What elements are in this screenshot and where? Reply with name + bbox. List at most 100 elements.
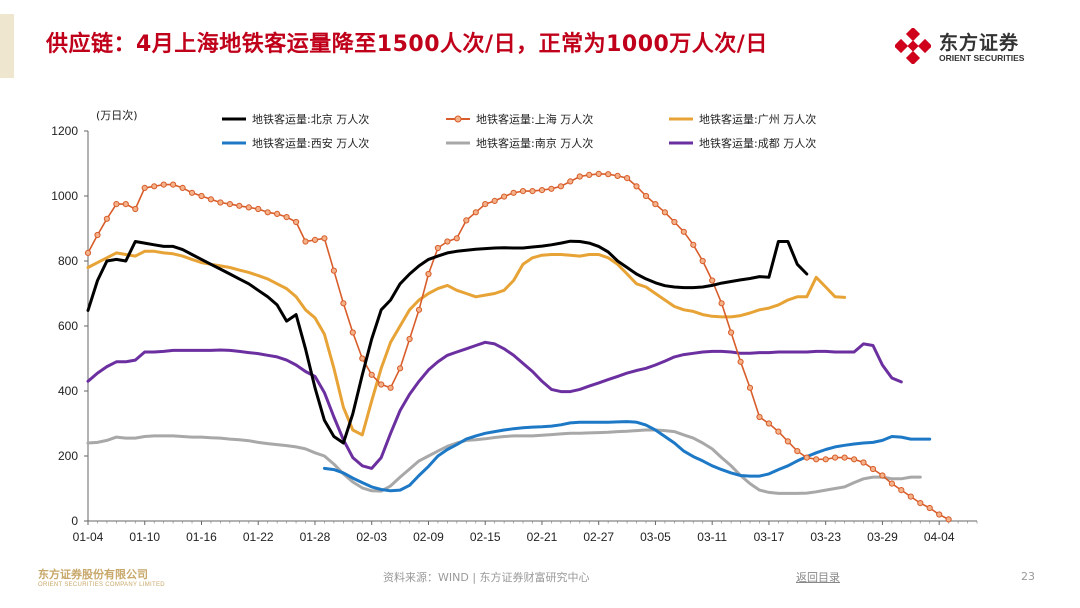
- series-point: [387, 384, 394, 391]
- series-point: [548, 185, 555, 192]
- series-point: [311, 236, 319, 243]
- series-point: [860, 459, 867, 466]
- back-to-contents-link[interactable]: 返回目录: [796, 571, 840, 584]
- series-point: [132, 205, 139, 213]
- legend-label: 地铁客运量:上海 万人次: [476, 112, 593, 126]
- series-point: [576, 173, 583, 180]
- y-tick-label: 400: [58, 384, 78, 398]
- series-point: [652, 201, 659, 208]
- x-tick-label: 02-21: [527, 530, 558, 544]
- series-point: [567, 178, 574, 185]
- series-point: [406, 335, 413, 343]
- series-point: [510, 189, 517, 196]
- chart-axes: 0 200 400 600 800 1000 1200 (万日次) 01-04 01-10 01-1…: [51, 108, 978, 544]
- x-tick-label: 02-09: [413, 530, 444, 544]
- series-point: [415, 306, 423, 313]
- x-tick-label: 02-03: [356, 530, 387, 544]
- x-tick-label: 03-05: [640, 530, 671, 544]
- series-point: [595, 170, 602, 178]
- series-point: [264, 209, 271, 216]
- series-point: [340, 300, 347, 307]
- series-line-2: [86, 249, 847, 437]
- series-point: [397, 365, 404, 372]
- series-point: [709, 277, 716, 284]
- series-point: [188, 189, 196, 196]
- chart-legend: 地铁客运量:北京 万人次 地铁客运量:上海 万人次 地铁客运量:广州 万人次地铁客运…: [222, 112, 816, 150]
- series-point: [472, 209, 479, 216]
- series-point: [936, 511, 943, 518]
- series-point: [756, 413, 763, 421]
- series-point: [642, 192, 650, 200]
- series-point: [832, 454, 839, 461]
- series-point: [538, 187, 546, 194]
- series-point: [103, 215, 111, 222]
- series-point: [888, 480, 896, 487]
- page-title: 供应链：4月上海地铁客运量降至1500人次/日，正常为1000万人次/日: [46, 32, 768, 57]
- x-tick-label: 02-27: [583, 530, 614, 544]
- series-point: [519, 188, 527, 195]
- series-point: [359, 355, 366, 362]
- series-point: [491, 197, 498, 205]
- series-point: [690, 241, 697, 248]
- series-point: [274, 210, 281, 218]
- series-point: [851, 456, 858, 463]
- company-logo: 东方证券 ORIENT SECURITIES: [895, 26, 1055, 66]
- legend-label: 地铁客运量:北京 万人次: [252, 112, 369, 126]
- series-point: [746, 384, 754, 391]
- footer-company-english: ORIENT SECURITIES COMPANY LIMITED: [38, 582, 165, 588]
- x-tick-label: 01-04: [73, 530, 104, 544]
- x-tick-label: 02-15: [470, 530, 501, 544]
- series-point: [349, 329, 356, 336]
- series-point: [321, 235, 328, 242]
- series-point: [245, 204, 252, 211]
- series-point: [803, 454, 810, 461]
- series-point: [141, 184, 148, 192]
- y-tick-label: 600: [58, 319, 78, 333]
- series-point: [434, 244, 441, 252]
- logo-english-name: ORIENT SECURITIES: [939, 53, 1025, 63]
- x-tick-label: 01-28: [300, 530, 331, 544]
- series-point: [84, 249, 92, 256]
- series-point: [179, 184, 186, 192]
- y-tick-label: 1200: [51, 124, 78, 138]
- x-tick-label: 01-16: [186, 530, 217, 544]
- series-point: [113, 201, 120, 208]
- series-point: [293, 218, 300, 226]
- series-point: [330, 267, 337, 274]
- x-tick-label: 03-23: [810, 530, 841, 544]
- series-point: [302, 238, 309, 245]
- series-point: [680, 228, 687, 235]
- series-point: [283, 214, 290, 221]
- series-point: [624, 175, 631, 182]
- y-tick-label: 800: [58, 254, 78, 268]
- series-line-5: [86, 340, 903, 470]
- series-point: [879, 472, 886, 479]
- series-point: [122, 201, 129, 208]
- series-point: [444, 238, 451, 245]
- legend-label: 地铁客运量:广州 万人次: [699, 112, 816, 126]
- series-line-1: [87, 173, 950, 521]
- x-tick-label: 03-11: [697, 530, 727, 544]
- legend-marker: [454, 115, 462, 123]
- series-point: [605, 171, 612, 178]
- x-tick-label: 03-17: [754, 530, 785, 544]
- series-point: [198, 192, 205, 200]
- series-point: [718, 300, 725, 307]
- series-point: [217, 199, 224, 206]
- footer-company-name: 东方证券股份有限公司: [38, 568, 148, 581]
- series-line-3: [322, 420, 932, 493]
- series-point: [907, 493, 914, 500]
- source-note: 资料来源：WIND | 东方证券财富研究中心: [383, 571, 590, 584]
- x-tick-label: 01-10: [129, 530, 160, 544]
- y-tick-label: 0: [71, 514, 78, 528]
- series-point: [255, 205, 262, 213]
- series-point: [794, 448, 801, 455]
- series-point: [737, 358, 744, 365]
- series-point: [869, 465, 877, 473]
- x-tick-label: 03-29: [867, 530, 898, 544]
- series-point: [226, 201, 233, 208]
- series-point: [633, 183, 640, 190]
- series-point: [813, 456, 820, 463]
- series-point: [501, 193, 508, 200]
- page-number: 23: [1021, 570, 1035, 583]
